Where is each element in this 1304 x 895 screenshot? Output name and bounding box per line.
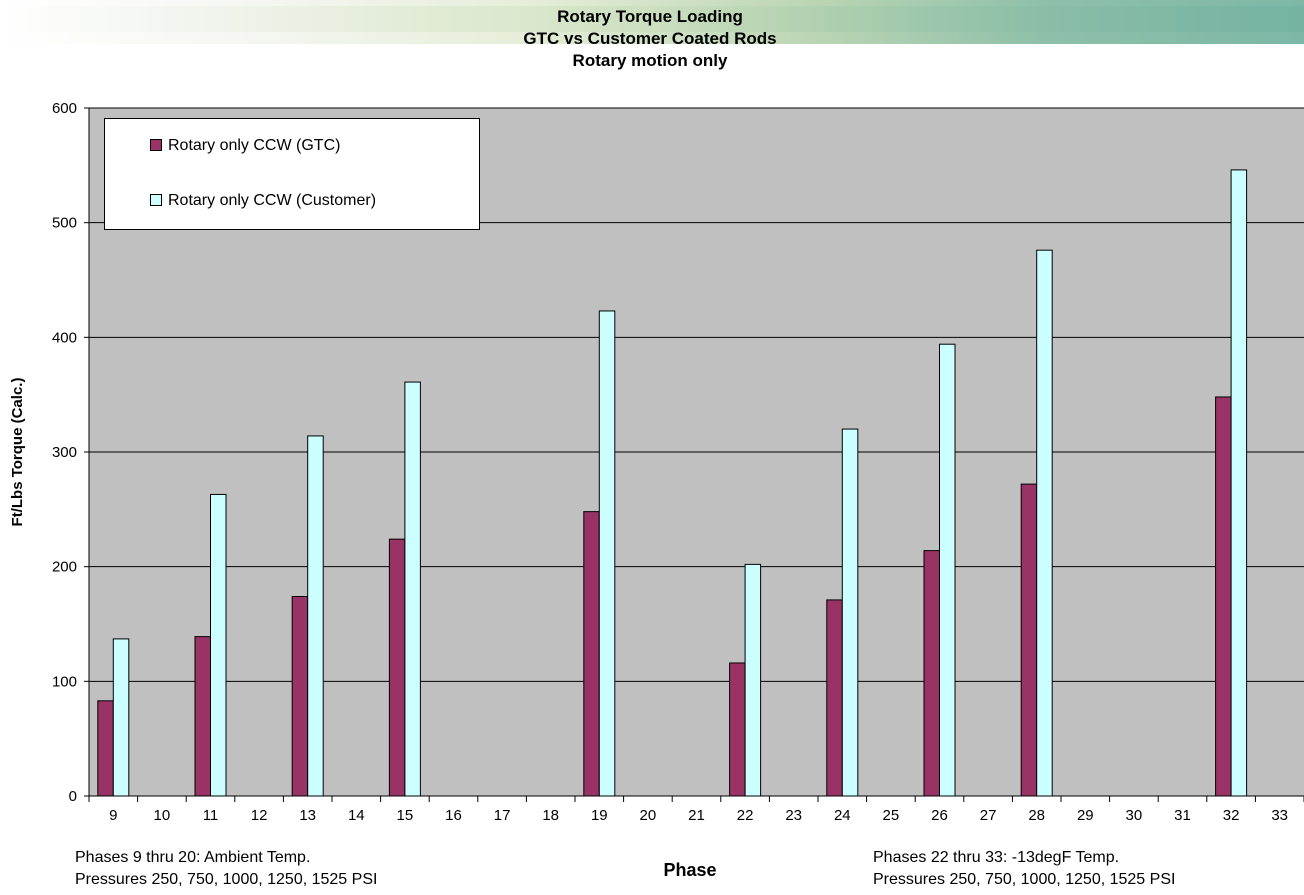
bar-customer-phase-28 [1036, 249, 1053, 797]
x-tick-label-17: 17 [494, 807, 511, 824]
chart-title-line-1: Rotary Torque Loading [557, 7, 743, 26]
bar-customer-phase-22 [744, 563, 762, 797]
y-tick-label-500: 500 [52, 215, 77, 232]
bar-customer-phase-26 [939, 343, 956, 797]
bar-gtc-phase-9 [97, 700, 114, 797]
x-tick-label-31: 31 [1174, 807, 1191, 824]
y-tick-label-300: 300 [52, 444, 77, 461]
x-tick-label-12: 12 [251, 807, 268, 824]
bar-customer-phase-15 [404, 381, 421, 797]
y-tick-label-0: 0 [69, 788, 77, 805]
x-axis-label: Phase [663, 860, 717, 880]
bar-customer-phase-24 [841, 428, 859, 797]
legend-swatch-customer [150, 193, 162, 206]
x-tick-label-30: 30 [1126, 807, 1143, 824]
annotation-cold: Phases 22 thru 33: -13degF Temp. Pressur… [873, 847, 1175, 891]
bar-gtc-phase-24 [826, 599, 843, 797]
legend-label-customer: Rotary only CCW (Customer) [168, 192, 377, 209]
annotation-ambient: Phases 9 thru 20: Ambient Temp. Pressure… [75, 847, 377, 891]
annotation-cold-line-1: Phases 22 thru 33: -13degF Temp. [873, 849, 1120, 866]
x-tick-label-33: 33 [1271, 807, 1288, 824]
x-tick-label-16: 16 [445, 807, 462, 824]
legend-swatch-gtc [150, 138, 162, 151]
chart-title-line-2: GTC vs Customer Coated Rods [523, 29, 777, 48]
x-tick-label-21: 21 [688, 807, 705, 824]
bar-customer-phase-19 [598, 310, 616, 797]
chart-title: Rotary Torque Loading GTC vs Customer Co… [450, 6, 850, 72]
x-tick-label-14: 14 [348, 807, 365, 824]
bar-customer-phase-13 [307, 435, 324, 797]
x-tick-label-27: 27 [980, 807, 997, 824]
annotation-cold-line-2: Pressures 250, 750, 1000, 1250, 1525 PSI [873, 871, 1176, 888]
bar-customer-phase-11 [210, 493, 227, 797]
x-tick-label-18: 18 [542, 807, 559, 824]
y-tick-label-400: 400 [52, 329, 77, 346]
legend-item-customer: Rotary only CCW (Customer) [150, 192, 376, 210]
x-tick-label-13: 13 [299, 807, 316, 824]
chart-title-line-3: Rotary motion only [572, 51, 728, 70]
annotation-ambient-line-1: Phases 9 thru 20: Ambient Temp. [75, 849, 311, 866]
x-tick-label-25: 25 [883, 807, 900, 824]
legend-label-gtc: Rotary only CCW (GTC) [168, 137, 341, 154]
bar-gtc-phase-19 [583, 511, 600, 797]
x-tick-label-10: 10 [154, 807, 171, 824]
annotation-ambient-line-2: Pressures 250, 750, 1000, 1250, 1525 PSI [75, 871, 378, 888]
bar-gtc-phase-11 [194, 636, 211, 797]
x-tick-label-28: 28 [1028, 807, 1045, 824]
header-gradient-band [0, 0, 1304, 44]
legend-item-gtc: Rotary only CCW (GTC) [150, 137, 340, 155]
x-tick-label-32: 32 [1223, 807, 1240, 824]
bar-customer-phase-32 [1230, 169, 1248, 797]
x-tick-label-24: 24 [834, 807, 851, 824]
x-tick-label-23: 23 [785, 807, 802, 824]
bar-customer-phase-9 [112, 638, 130, 797]
chart-legend: Rotary only CCW (GTC) Rotary only CCW (C… [104, 118, 480, 230]
bar-gtc-phase-28 [1020, 483, 1038, 797]
x-tick-label-11: 11 [203, 807, 219, 824]
x-tick-label-19: 19 [591, 807, 608, 824]
x-tick-label-26: 26 [931, 807, 948, 824]
y-axis-label: Ft/Lbs Torque (Calc.) [9, 378, 26, 527]
bar-gtc-phase-32 [1215, 396, 1232, 797]
bar-gtc-phase-26 [923, 550, 940, 797]
x-tick-label-9: 9 [109, 807, 117, 824]
bar-gtc-phase-13 [291, 595, 309, 797]
x-tick-label-22: 22 [737, 807, 754, 824]
bar-gtc-phase-15 [388, 538, 406, 797]
x-tick-label-20: 20 [640, 807, 657, 824]
y-tick-label-600: 600 [52, 100, 77, 117]
y-tick-label-200: 200 [52, 559, 77, 576]
y-tick-label-100: 100 [52, 673, 77, 690]
x-tick-label-29: 29 [1077, 807, 1094, 824]
bar-gtc-phase-22 [729, 662, 746, 797]
x-tick-label-15: 15 [397, 807, 414, 824]
